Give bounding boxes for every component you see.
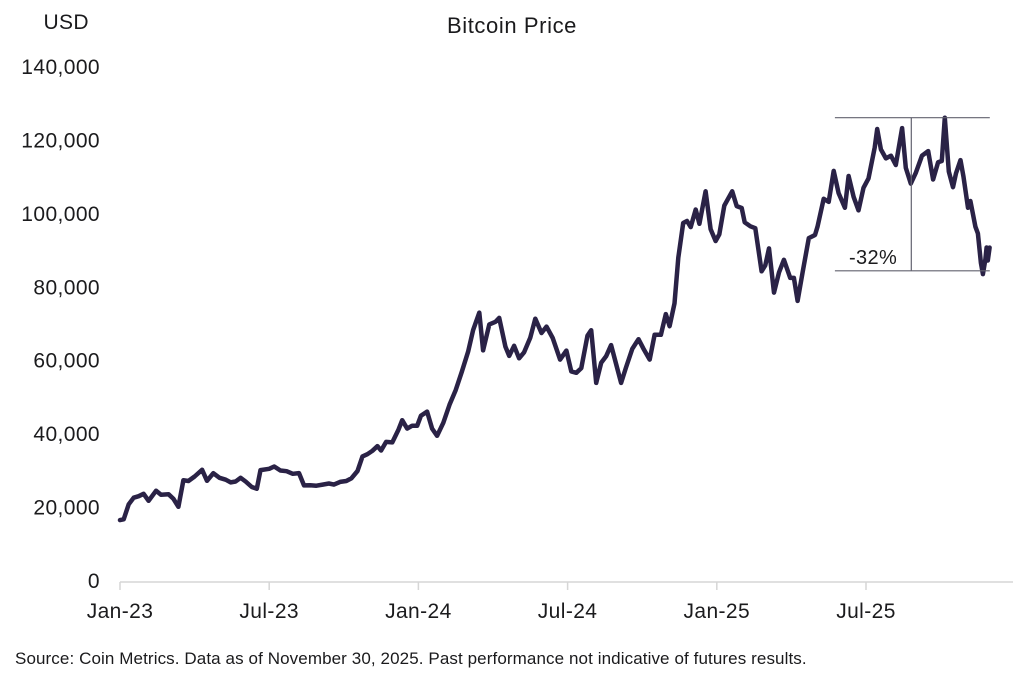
source-note: Source: Coin Metrics. Data as of Novembe… [15, 649, 807, 668]
y-axis-unit-label: USD [43, 11, 89, 34]
x-tick-label: Jul-23 [239, 600, 299, 623]
y-tick-label: 20,000 [33, 497, 100, 520]
x-tick-label: Jan-25 [683, 600, 750, 623]
y-tick-label: 100,000 [21, 203, 100, 226]
y-tick-label: 80,000 [33, 276, 100, 299]
y-tick-label: 40,000 [33, 423, 100, 446]
y-tick-label: 140,000 [21, 56, 100, 79]
drawdown-percent-label: -32% [849, 247, 897, 269]
y-tick-label: 0 [88, 570, 100, 593]
x-tick-label: Jul-25 [836, 600, 896, 623]
x-tick-label: Jul-24 [538, 600, 598, 623]
y-tick-label: 120,000 [21, 129, 100, 152]
chart-title: Bitcoin Price [446, 13, 578, 38]
x-tick-label: Jan-23 [87, 600, 154, 623]
y-tick-label: 60,000 [33, 350, 100, 373]
price-line [117, 115, 992, 523]
x-tick-label: Jan-24 [385, 600, 452, 623]
